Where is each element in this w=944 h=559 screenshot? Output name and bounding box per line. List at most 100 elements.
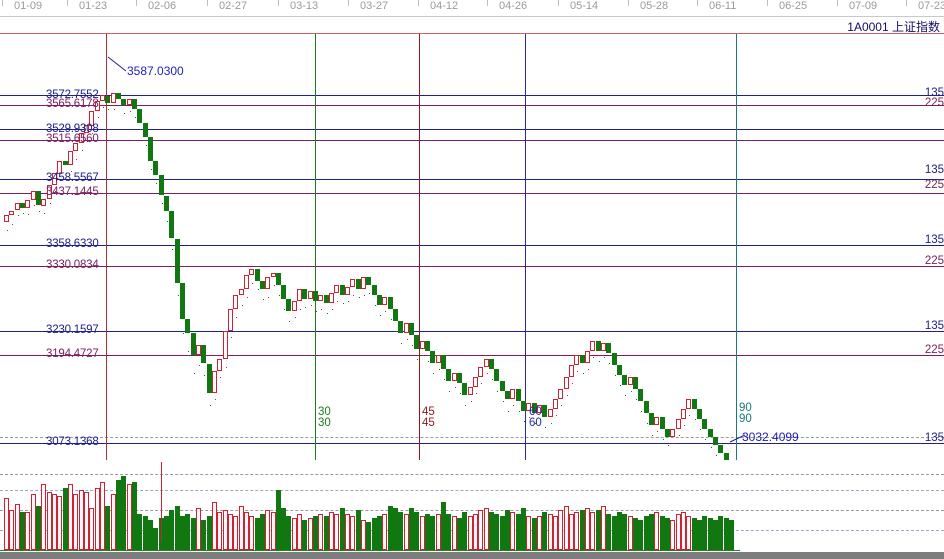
date-axis: 01-09 01-23 02-06 02-27 03-13 03-27 04-12 04-26… [0,0,944,17]
candle-wick [118,105,120,106]
ma-series-label: 135 [924,164,944,176]
volume-bar [62,488,68,550]
candle-body [350,279,356,287]
price-axis-label: 3230.1597 [46,324,99,336]
candle-body [563,377,569,389]
price-chart-pane[interactable]: 3572.7552 3565.6178 3529.9308 3515.6560 3458… [0,33,944,460]
candle-body [366,277,372,285]
candle-wick [454,387,456,388]
candle-wick [76,159,78,160]
volume-bar [622,514,628,550]
volume-bar [25,512,31,550]
candle-wick [161,203,163,204]
candle-wick [129,111,131,112]
candle-wick [577,371,579,372]
bottom-scrollbar[interactable] [0,552,944,559]
candle-wick [300,309,302,310]
ma-series-label: 225 [924,179,944,191]
candle-body [318,295,324,301]
volume-chart-pane[interactable] [0,462,944,552]
candle-wick [145,145,147,146]
candle-wick [422,355,424,356]
candle-body [174,239,180,283]
candle-body [195,345,201,355]
volume-bar [126,484,132,550]
date-tick-separator [837,0,838,6]
candle-wick [289,321,291,322]
volume-bar [611,516,617,550]
candle-body [718,445,724,453]
candle-wick [252,283,254,284]
candle-body [457,373,463,383]
candle-body [329,293,335,303]
candle-wick [166,221,168,222]
candle-body [670,429,676,437]
candle-wick [486,373,488,374]
candle-wick [102,107,104,108]
ma-level-line [0,179,944,180]
candle-body [723,453,729,460]
candle-wick [193,373,195,374]
price-axis-label: 3458.5567 [46,172,99,184]
candle-body [579,355,585,363]
candle-body [489,359,495,369]
volume-bar [632,518,638,550]
volume-bar [286,516,292,550]
volume-gridline [0,474,944,475]
candle-body [702,419,708,429]
candle-body [558,389,564,399]
volume-bar [281,508,287,550]
volume-bar [19,512,25,550]
candle-body [14,203,20,210]
candle-body [9,211,15,215]
candle-wick [33,205,35,206]
ma-period-tag-line: 60 [529,417,542,429]
volume-bar [14,504,20,550]
candle-wick [545,427,547,428]
candle-wick [587,369,589,370]
candle-wick [555,415,557,416]
volume-bar [425,514,431,550]
volume-bar [696,520,702,550]
volume-bar [579,510,585,550]
volume-bar [382,514,388,550]
ma-period-tag: 60 60 [529,406,542,429]
candle-wick [134,117,136,118]
candle-body [510,389,516,399]
candle-wick [593,357,595,358]
volume-bar [115,480,121,550]
candle-body [190,333,196,355]
candle-body [537,405,542,413]
volume-bar [494,514,500,550]
date-tick-separator [67,0,68,6]
volume-bar [89,508,95,550]
candle-body [467,387,473,395]
candle-wick [12,224,14,225]
candle-body [78,133,84,143]
candle-wick [502,401,504,402]
volume-bar [46,492,52,550]
candle-body [281,285,287,299]
price-axis-label: 3515.6560 [46,133,99,145]
volume-bar [313,516,319,550]
candle-body [638,389,644,401]
volume-bar [291,518,297,550]
candle-body [403,323,409,333]
date-tick-label: 06-11 [709,0,737,12]
ma-level-line [0,129,944,130]
price-axis-label: 3073.1368 [46,436,99,448]
volume-bar [9,510,15,550]
volume-bar [707,518,713,550]
date-tick-label: 01-09 [14,0,43,12]
candle-body [361,277,367,289]
volume-bar [606,514,612,550]
date-tick-label: 05-28 [640,0,669,12]
volume-bar [73,494,79,550]
candle-body [131,99,137,109]
candle-body [153,161,159,175]
candle-body [313,291,319,301]
volume-gridline [0,510,944,511]
ma-series-label: 135 [924,320,944,332]
volume-bar [195,508,201,550]
